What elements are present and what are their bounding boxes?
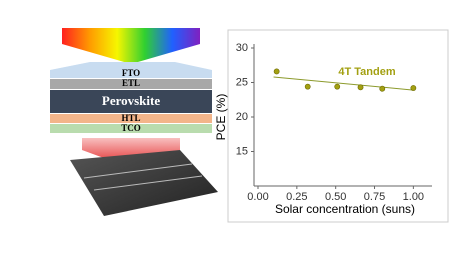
- y-tick-label: 30: [236, 42, 248, 54]
- light-arrow: [82, 138, 180, 168]
- device-diagram: FTO ETL Perovskite HTL TCO: [50, 28, 218, 216]
- x-tick-label: 1.00: [403, 191, 424, 203]
- chart: PCE (%) Solar concentration (suns) 15 20 2…: [214, 42, 432, 216]
- annotation: 4T Tandem: [338, 66, 395, 78]
- fto-layer: [50, 62, 212, 78]
- htl-layer: [50, 114, 212, 123]
- x-axis-label: Solar concentration (suns): [275, 202, 415, 216]
- layer-label: TCO: [121, 123, 141, 133]
- trend-line: [273, 76, 414, 91]
- data-point: [334, 83, 341, 90]
- x-tick-label: 0.25: [286, 191, 307, 203]
- y-axis-label: PCE (%): [214, 94, 228, 141]
- layer-label: FTO: [122, 68, 140, 78]
- chart-frame: [227, 29, 449, 223]
- busbar: [83, 163, 203, 191]
- data-point: [379, 85, 386, 92]
- layer-label: ETL: [122, 78, 140, 88]
- y-tick-label: 20: [236, 111, 248, 123]
- data-point: [304, 83, 311, 90]
- data-point: [273, 68, 280, 75]
- data-point: [410, 85, 417, 91]
- x-tick-label: 0.50: [325, 191, 346, 203]
- spectrum-arrow: [62, 28, 200, 64]
- y-tick-label: 15: [236, 145, 248, 157]
- layer-label: Perovskite: [102, 93, 160, 108]
- y-tick-label: 25: [236, 76, 248, 88]
- solar-panel: [70, 150, 218, 216]
- perovskite-layer: [50, 90, 212, 113]
- etl-layer: [50, 79, 212, 89]
- tco-layer: [50, 124, 212, 133]
- data-point: [357, 84, 364, 91]
- x-tick-label: 0.00: [247, 191, 268, 203]
- x-tick-label: 0.75: [364, 191, 385, 203]
- layer-label: HTL: [121, 113, 140, 123]
